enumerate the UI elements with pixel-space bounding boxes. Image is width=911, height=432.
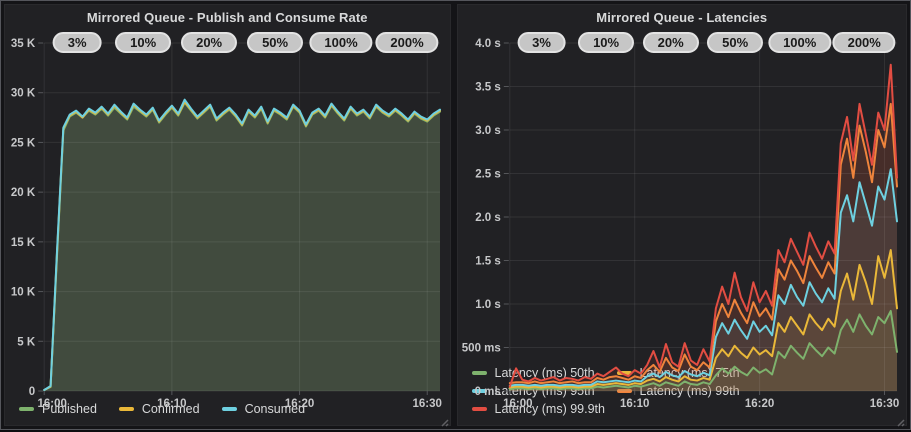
panel-resize-handle[interactable] [895, 414, 905, 427]
annotation-pill[interactable]: 200% [832, 32, 896, 53]
annotation-pill[interactable]: 200% [375, 32, 439, 53]
annotation-pill[interactable]: 50% [707, 32, 764, 53]
panel-title: Mirrored Queue - Latencies [596, 9, 768, 25]
y-axis-tick-label: 500 ms [461, 343, 500, 355]
annotation-pill[interactable]: 3% [517, 32, 566, 53]
series-line-latency-ms-75th[interactable] [508, 249, 898, 389]
y-axis-tick-label: 5 K [17, 336, 36, 348]
series-fill [509, 64, 897, 391]
series-lines [43, 98, 441, 392]
y-axis-tick-label: 20 K [11, 187, 36, 199]
annotation-pill[interactable]: 20% [181, 32, 238, 53]
legend-label: Consumed [244, 402, 306, 416]
legend-item-consumed[interactable]: Consumed [221, 402, 306, 416]
series-line-latency-ms-50th[interactable] [508, 309, 898, 391]
series-line-latency-ms-99-9th[interactable] [508, 63, 898, 388]
gridlines [508, 42, 897, 392]
series-fill [44, 99, 440, 391]
x-axis-tick-label: 16:20 [744, 398, 773, 410]
x-axis-tick-label: 16:00 [37, 398, 66, 410]
y-axis-tick-label: 30 K [11, 88, 36, 100]
x-axis-tick-label: 16:30 [413, 398, 442, 410]
legend-label: Latency (ms) 99th [639, 384, 740, 398]
series-line-consumed[interactable] [43, 98, 441, 392]
y-axis-tick-label: 15 K [11, 237, 36, 249]
series-fill [509, 310, 897, 391]
series-fill [509, 169, 897, 391]
y-axis-tick-label: 3.0 s [475, 125, 501, 137]
series-fills [44, 99, 440, 392]
gridlines [43, 42, 440, 392]
legend-swatch [471, 407, 487, 411]
legend-label: Confirmed [141, 402, 200, 416]
chart-canvas: 0 ms 500 ms 1.0 s 1.5 s 2.0 s 2.5 s 3.0 s 3.5 s… [461, 38, 898, 410]
x-axis-tick-label: 16:10 [157, 398, 186, 410]
legend-item-latency-ms-99th[interactable]: Latency (ms) 99th [616, 384, 740, 398]
y-axis-tick-label: 1.5 s [475, 256, 501, 268]
legend-label: Published [42, 402, 97, 416]
y-axis-tick-label: 2.0 s [475, 212, 501, 224]
panel-header[interactable]: Mirrored Queue - Publish and Consume Rat… [5, 5, 450, 29]
x-axis-tick-label: 16:30 [869, 398, 898, 410]
y-axis-tick-label: 4.0 s [475, 38, 501, 50]
publish-consume-chart[interactable]: 0 5 K 10 K 15 K 20 K 25 K 30 K 35 K 16:00 16:10 16… [5, 29, 450, 410]
panel-publish-consume-rate: Mirrored Queue - Publish and Consume Rat… [4, 4, 451, 427]
panel-latencies: Mirrored Queue - Latencies 0 ms 500 ms 1.0… [456, 4, 907, 427]
legend-swatch [118, 407, 134, 411]
series-line-latency-ms-99th[interactable] [508, 102, 898, 385]
y-axis-tick-label: 35 K [11, 38, 36, 50]
legend-label: Latency (ms) 99.9th [494, 402, 605, 416]
y-axis-tick-label: 0 ms [474, 386, 500, 398]
y-axis-tick-label: 0 [29, 386, 35, 398]
x-axis-tick-label: 16:00 [503, 398, 532, 410]
panel-title: Mirrored Queue - Publish and Consume Rat… [86, 9, 368, 25]
resize-grip-icon [440, 419, 449, 427]
annotation-pill[interactable]: 50% [247, 32, 304, 53]
axes: 0 5 K 10 K 15 K 20 K 25 K 30 K 35 K 16:00 16:10 16… [11, 38, 442, 410]
y-axis-tick-label: 25 K [11, 137, 36, 149]
annotation-pill[interactable]: 10% [115, 32, 172, 53]
legend-item-confirmed[interactable]: Confirmed [118, 402, 200, 416]
series-line-latency-ms-95th[interactable] [508, 168, 898, 387]
y-axis-tick-label: 3.5 s [475, 82, 501, 94]
annotation-pill[interactable]: 100% [309, 32, 373, 53]
y-axis-tick-label: 10 K [11, 287, 36, 299]
annotation-pill[interactable]: 100% [768, 32, 832, 53]
legend-swatch [471, 371, 487, 375]
series-fill [44, 101, 440, 392]
annotation-pill[interactable]: 10% [578, 32, 635, 53]
legend: Published Confirmed Consumed [5, 399, 450, 425]
x-axis-tick-label: 16:20 [285, 398, 314, 410]
legend-item-published[interactable]: Published [19, 402, 97, 416]
latencies-chart[interactable]: 0 ms 500 ms 1.0 s 1.5 s 2.0 s 2.5 s 3.0 s 3.5 s… [458, 29, 907, 410]
y-axis-tick-label: 1.0 s [475, 299, 501, 311]
legend-item-latency-ms-99-9th[interactable]: Latency (ms) 99.9th [471, 402, 605, 416]
legend-swatch [471, 389, 487, 393]
axes: 0 ms 500 ms 1.0 s 1.5 s 2.0 s 2.5 s 3.0 s 3.5 s… [461, 38, 898, 410]
legend-swatch [616, 371, 632, 375]
legend-swatch [221, 407, 237, 411]
series-fill [509, 103, 897, 392]
x-axis-tick-label: 16:10 [619, 398, 648, 410]
legend-swatch [19, 407, 34, 411]
y-axis-tick-label: 2.5 s [475, 169, 501, 181]
series-lines [508, 63, 898, 391]
panel-resize-handle[interactable] [439, 414, 449, 427]
annotation-pill[interactable]: 3% [52, 32, 102, 53]
chart-canvas: 0 5 K 10 K 15 K 20 K 25 K 30 K 35 K 16:00 16:10 16… [11, 38, 442, 410]
panel-header[interactable]: Mirrored Queue - Latencies [458, 5, 907, 29]
resize-grip-icon [897, 419, 905, 427]
legend-swatch [616, 389, 632, 393]
annotation-pill[interactable]: 20% [642, 32, 699, 53]
series-fill [44, 102, 440, 392]
